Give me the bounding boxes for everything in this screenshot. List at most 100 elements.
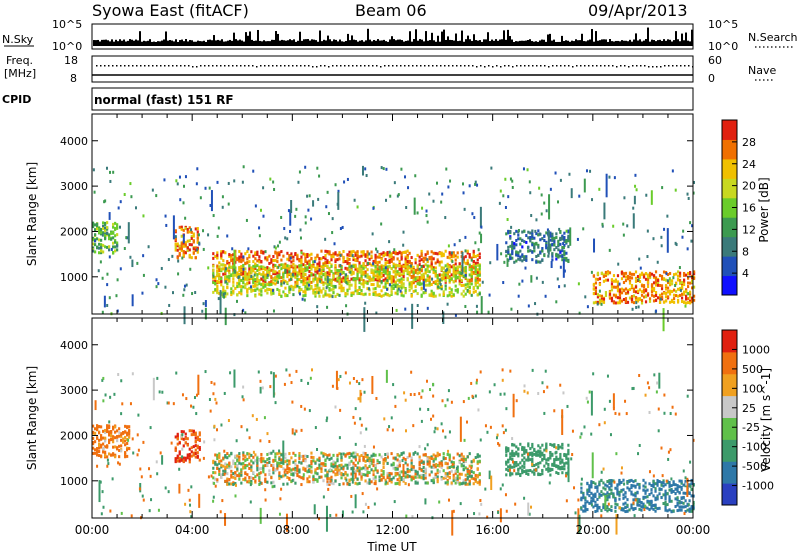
data-cell [390,463,393,467]
data-cell [194,455,197,459]
data-cell [306,470,309,474]
velocity-cells [92,368,695,536]
nave-dot [600,65,602,67]
data-cell [298,278,301,282]
nsky-bar [485,39,487,46]
nsky-bar [303,39,305,46]
data-cell [448,270,451,274]
data-cell [178,244,181,248]
data-cell [141,291,144,295]
data-cell [448,458,451,462]
nsky-bar [179,40,181,46]
data-cell [312,459,315,463]
data-cell [328,271,331,275]
data-cell [380,469,383,473]
data-cell [614,301,618,305]
data-cell [106,283,109,287]
data-cell [194,227,197,231]
data-cell [276,466,279,470]
data-cell [330,284,333,288]
data-cell [260,273,263,277]
data-cell [336,272,339,276]
data-cell [471,212,474,216]
data-cell [374,290,377,294]
data-cell [543,234,546,238]
data-cell [338,464,341,468]
data-cell [654,270,658,274]
data-cell [533,236,536,240]
data-cell [216,279,219,283]
data-cell [188,226,191,230]
data-cell [326,250,329,254]
data-cell [472,285,475,289]
data-cell [110,433,113,437]
data-cell [360,454,363,458]
nsky-bar [371,41,373,46]
nave-dot [200,65,202,67]
nsky-bar [93,40,95,46]
data-cell [114,249,117,253]
data-cell [346,473,349,477]
data-cell [232,481,235,485]
data-cell [612,285,616,289]
data-cell [608,296,612,300]
colorbar-tick-label: 28 [742,136,756,149]
data-cell [676,294,680,298]
data-cell [334,294,337,298]
data-cell [476,268,479,272]
nsky-bar [107,40,109,46]
data-cell [330,481,333,485]
data-cell [642,288,646,292]
data-cell [250,287,253,291]
data-cell [352,451,355,455]
data-cell [408,266,411,270]
data-cell [522,167,525,171]
nsky-bar [529,39,531,46]
nave-dot [576,65,578,67]
data-cell [320,249,323,253]
data-cell [406,475,409,479]
nave-dot [444,65,446,67]
data-cell [278,292,281,296]
data-cell [284,268,287,272]
data-cell [392,265,395,269]
data-cell [340,476,343,480]
data-cell [646,229,649,233]
data-cell [476,253,479,257]
data-cell [394,266,397,270]
data-cell [122,440,125,444]
data-cell [350,253,353,257]
data-cell [356,252,359,256]
colorbar-tick-label: 12 [742,223,756,236]
data-cell [96,224,99,228]
data-cell [634,276,638,280]
data-cell [245,218,248,222]
data-cell [108,248,111,252]
data-cell [216,264,219,268]
data-cell [276,278,279,282]
data-cell [654,290,658,294]
data-cell [416,481,419,485]
data-cell [246,288,249,292]
data-cell [98,238,101,242]
data-cell [368,257,371,261]
nsky-bar [341,41,343,46]
data-cell [476,310,479,314]
data-cell [184,241,187,245]
data-cell [292,293,295,297]
data-cell [616,287,620,291]
data-cell [155,194,158,198]
data-cell [314,291,317,295]
nsky-bar [615,40,617,46]
data-cell [456,480,459,484]
nave-dot [104,65,106,67]
data-cell [116,309,119,313]
data-cell [218,469,221,473]
data-cell [304,215,307,219]
data-cell [324,459,327,463]
data-cell [346,289,349,293]
nave-dot [592,65,594,67]
data-cell [466,288,469,292]
data-cell [242,453,245,457]
nsky-top-label: 10^5 [52,18,82,31]
